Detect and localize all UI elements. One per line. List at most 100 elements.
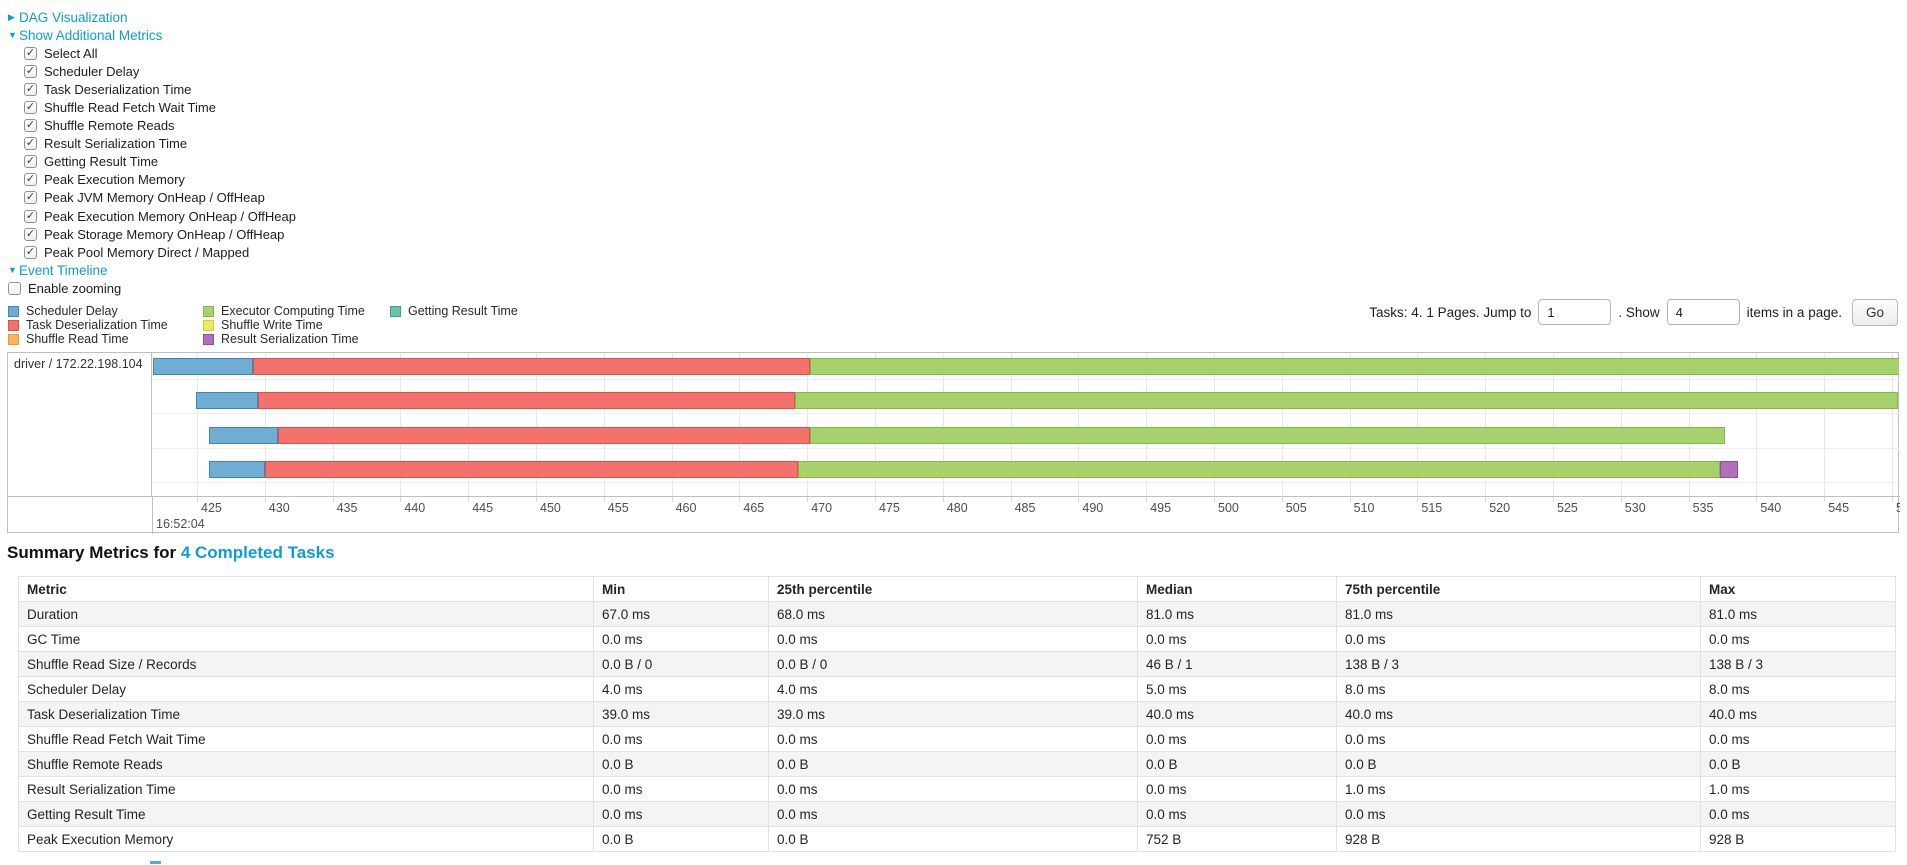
legend-item: Task Deserialization Time	[8, 318, 203, 332]
axis-tick-label: 495	[1150, 501, 1172, 515]
axis-tick-label: 535	[1692, 501, 1714, 515]
task-bar-scheduler-delay[interactable]	[153, 358, 253, 375]
metric-value-cell: 0.0 ms	[593, 801, 769, 827]
checkbox-checked-icon[interactable]: ✓	[24, 119, 37, 133]
table-row: Shuffle Remote Reads 0.0 B 0.0 B 0.0 B 0.0 B…	[18, 751, 1896, 777]
axis-tick-label: 440	[404, 501, 426, 515]
axis-tick-label: 455	[607, 501, 629, 515]
show-additional-metrics-link[interactable]: Show Additional Metrics	[19, 27, 163, 43]
row-separator	[153, 413, 1899, 415]
metric-value-cell: 138 B / 3	[1700, 651, 1896, 677]
metric-checkbox-item[interactable]: ✓ Task Deserialization Time	[8, 80, 296, 98]
metric-checkbox-item[interactable]: ✓ Result Serialization Time	[8, 135, 296, 153]
metric-value-cell: 81.0 ms	[1137, 601, 1337, 627]
task-bar-scheduler-delay[interactable]	[196, 392, 258, 410]
metric-value-cell: 4.0 ms	[768, 676, 1138, 702]
checkbox-checked-icon[interactable]: ✓	[24, 245, 37, 259]
metric-checkbox-label: Peak Storage Memory OnHeap / OffHeap	[44, 226, 285, 242]
table-column-header: Min	[593, 576, 769, 602]
jump-to-page-input[interactable]	[1538, 299, 1612, 325]
table-column-header: 75th percentile	[1336, 576, 1701, 602]
axis-tick-label: 545	[1828, 501, 1850, 515]
legend-item: Result Serialization Time	[203, 332, 390, 346]
checkbox-checked-icon[interactable]: ✓	[24, 191, 37, 205]
metric-value-cell: 39.0 ms	[593, 701, 769, 727]
table-row: GC Time 0.0 ms 0.0 ms 0.0 ms 0.0 ms 0.0 ms	[18, 626, 1896, 652]
axis-tick-label: 460	[675, 501, 697, 515]
task-bar-executor-computing[interactable]	[795, 392, 1898, 410]
task-bar-scheduler-delay[interactable]	[209, 460, 265, 478]
legend-item: Shuffle Read Time	[8, 332, 203, 346]
checkbox-checked-icon[interactable]: ✓	[24, 137, 37, 151]
axis-gridline	[1892, 353, 1893, 496]
task-bar-task-deserialization[interactable]	[278, 426, 810, 444]
metric-checkbox-item[interactable]: ✓ Peak Storage Memory OnHeap / OffHeap	[8, 225, 296, 243]
dag-visualization-link[interactable]: DAG Visualization	[19, 9, 128, 25]
completed-tasks-link[interactable]: 4 Completed Tasks	[180, 543, 335, 562]
table-header-row: Metric Min 25th percentile Median 75th perce…	[18, 576, 1896, 602]
items-per-page-input[interactable]	[1666, 299, 1740, 325]
metric-checkbox-item[interactable]: ✓ Shuffle Read Fetch Wait Time	[8, 98, 296, 116]
metric-checkbox-item[interactable]: ✓ Peak Execution Memory OnHeap / OffHeap	[8, 207, 296, 225]
axis-tick-label: 430	[268, 501, 290, 515]
checkbox-checked-icon[interactable]: ✓	[24, 82, 37, 96]
dag-visualization-toggle[interactable]: ▶ DAG Visualization	[8, 8, 296, 26]
task-bar-scheduler-delay[interactable]	[209, 426, 278, 444]
metric-value-cell: 8.0 ms	[1700, 676, 1896, 702]
axis-major-time-label: 16:52:04	[156, 517, 205, 531]
event-timeline-link[interactable]: Event Timeline	[19, 262, 108, 278]
task-pagination: Tasks: 4. 1 Pages. Jump to . Show items …	[1369, 297, 1898, 327]
event-timeline-toggle[interactable]: ▼ Event Timeline	[8, 261, 296, 279]
metric-checkbox-item[interactable]: ✓ Shuffle Remote Reads	[8, 117, 296, 135]
metric-value-cell: 0.0 ms	[768, 776, 1138, 802]
axis-gridline	[1485, 353, 1487, 496]
scheduler-delay-swatch-icon	[8, 305, 19, 317]
metric-name-cell: Scheduler Delay	[18, 676, 594, 702]
checkbox-checked-icon[interactable]: ✓	[24, 227, 37, 241]
show-additional-metrics-toggle[interactable]: ▼ Show Additional Metrics	[8, 26, 296, 44]
axis-gridline	[332, 353, 334, 496]
checkbox-checked-icon[interactable]: ✓	[24, 64, 37, 78]
getting-result-swatch-icon	[390, 305, 401, 317]
task-bar-task-deserialization[interactable]	[258, 392, 795, 410]
metric-value-cell: 4.0 ms	[593, 676, 769, 702]
checkbox-checked-icon[interactable]: ✓	[24, 101, 37, 115]
metric-value-cell: 81.0 ms	[1700, 601, 1896, 627]
metric-checkbox-item[interactable]: ✓ Peak Pool Memory Direct / Mapped	[8, 243, 296, 261]
task-bar-task-deserialization[interactable]	[253, 358, 810, 375]
metric-checkbox-item[interactable]: ✓ Peak Execution Memory	[8, 171, 296, 189]
task-bar-task-deserialization[interactable]	[265, 460, 798, 478]
metric-name-cell: Peak Execution Memory	[18, 826, 594, 852]
metric-checkbox-item[interactable]: ✓ Peak JVM Memory OnHeap / OffHeap	[8, 189, 296, 207]
axis-tick-icon	[1553, 497, 1554, 502]
summary-metrics-title: Summary Metrics for 4 Completed Tasks	[7, 543, 335, 563]
metric-checkbox-item[interactable]: ✓ Select All	[8, 44, 296, 62]
checkbox-checked-icon[interactable]: ✓	[24, 209, 37, 223]
metric-checkbox-item[interactable]: ✓ Scheduler Delay	[8, 62, 296, 80]
axis-tick-icon	[1756, 497, 1758, 502]
metric-checkbox-item[interactable]: ✓ Getting Result Time	[8, 153, 296, 171]
checkbox-checked-icon[interactable]: ✓	[24, 173, 37, 187]
task-bar-executor-computing[interactable]	[810, 358, 1899, 375]
axis-tick-icon	[1485, 497, 1487, 502]
checkbox-checked-icon[interactable]: ✓	[24, 46, 37, 60]
go-button[interactable]: Go	[1851, 298, 1898, 326]
table-row: Scheduler Delay 4.0 ms 4.0 ms 5.0 ms 8.0 ms 8…	[18, 676, 1896, 702]
task-bar-executor-computing[interactable]	[798, 460, 1720, 478]
task-bar-executor-computing[interactable]	[810, 426, 1725, 444]
metric-value-cell: 928 B	[1700, 826, 1896, 852]
metric-value-cell: 0.0 B	[768, 826, 1138, 852]
enable-zooming-option[interactable]: Enable zooming	[8, 279, 296, 297]
checkbox-checked-icon[interactable]: ✓	[24, 155, 37, 169]
metric-value-cell: 40.0 ms	[1336, 701, 1701, 727]
axis-tick-icon	[1417, 497, 1419, 502]
checkbox-unchecked-icon[interactable]	[8, 281, 21, 295]
axis-gridline	[468, 353, 470, 496]
axis-tick-icon	[1688, 497, 1690, 502]
timeline-group-column: driver / 172.22.198.104	[8, 353, 152, 496]
metric-value-cell: 0.0 ms	[768, 626, 1138, 652]
task-bar-result-serialization[interactable]	[1720, 460, 1738, 478]
axis-tick-icon	[332, 497, 334, 502]
axis-divider	[152, 496, 153, 534]
metric-value-cell: 0.0 ms	[1137, 726, 1337, 752]
